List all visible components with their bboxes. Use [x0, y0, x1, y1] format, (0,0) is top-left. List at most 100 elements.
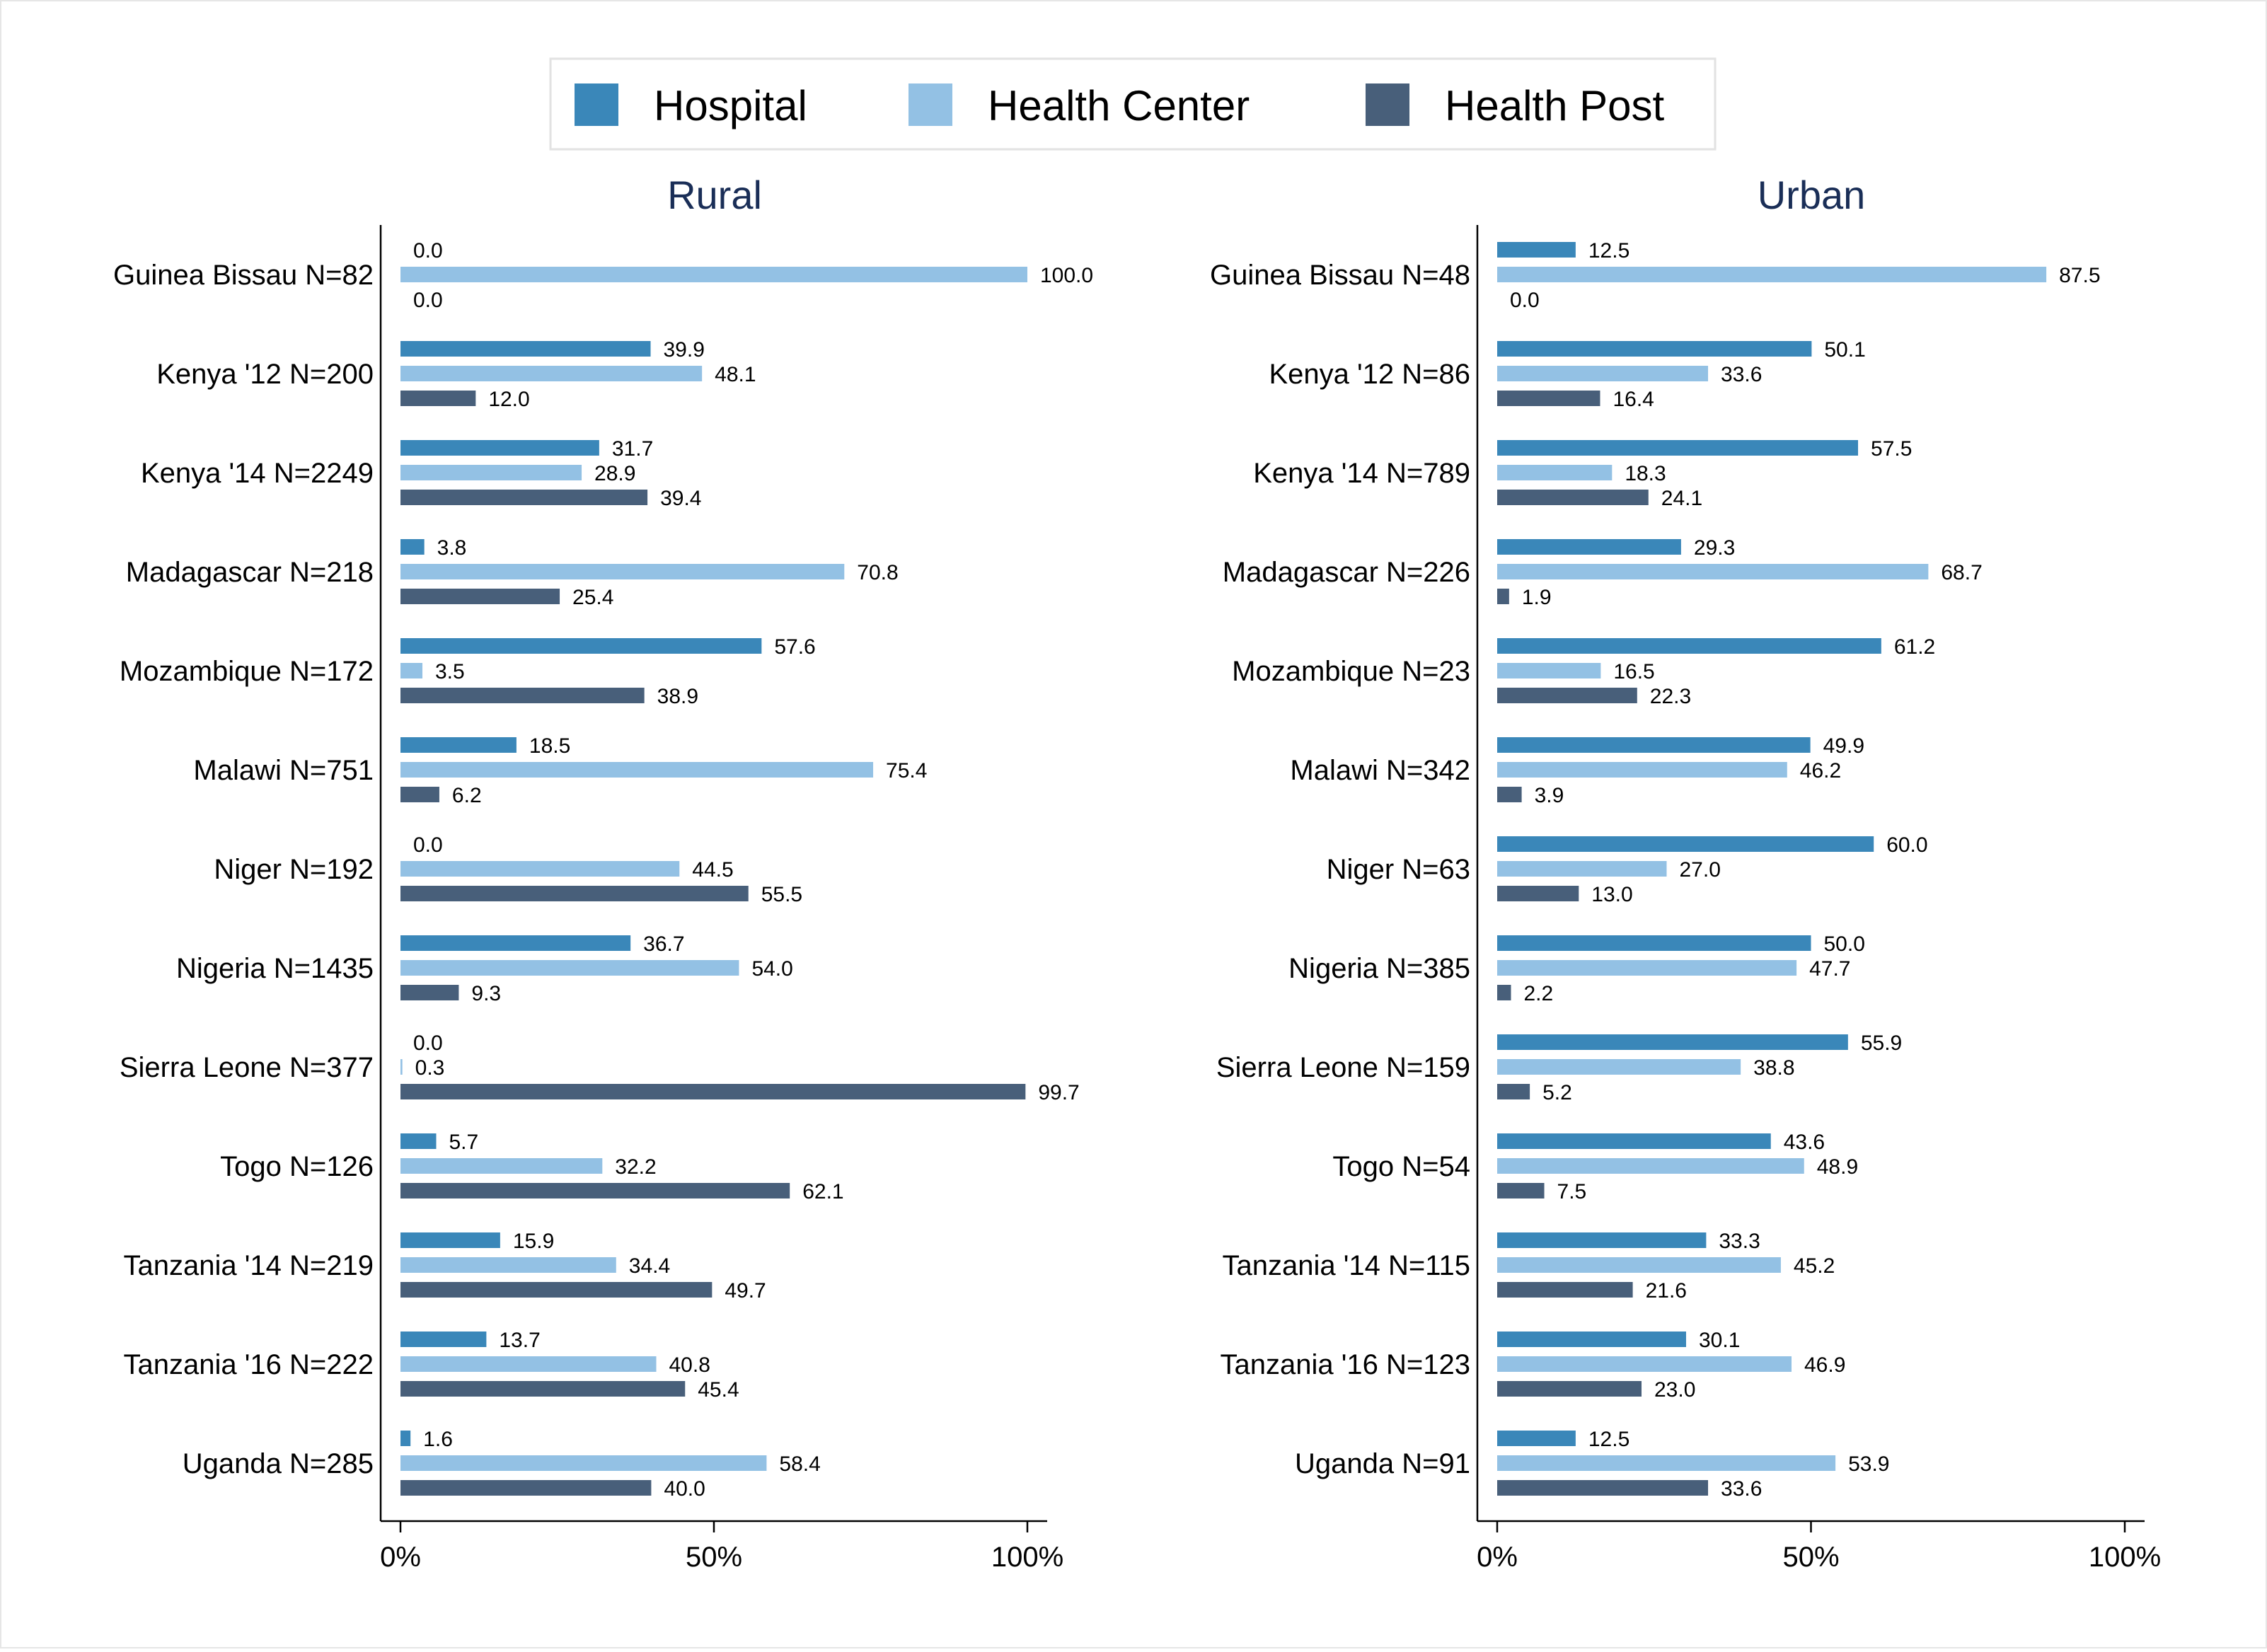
bar-health-post-urban	[1497, 1381, 1642, 1397]
data-label-hospital-urban: 49.9	[1823, 734, 1864, 758]
bar-hospital-urban	[1497, 1431, 1576, 1446]
x-tick-label-rural: 50%	[686, 1542, 742, 1573]
bar-health-center-urban	[1497, 564, 1929, 579]
bar-health-post-rural	[400, 1381, 686, 1397]
data-label-health-center-rural: 28.9	[594, 462, 635, 485]
data-label-hospital-rural: 36.7	[643, 932, 684, 956]
data-label-health-post-urban: 21.6	[1646, 1279, 1687, 1302]
data-label-hospital-rural: 1.6	[423, 1428, 453, 1451]
data-label-health-post-rural: 62.1	[802, 1180, 843, 1203]
bar-hospital-rural	[400, 1431, 411, 1446]
data-label-hospital-rural: 5.7	[449, 1131, 479, 1154]
bar-health-center-rural	[400, 465, 582, 480]
data-label-health-post-rural: 55.5	[761, 883, 802, 906]
bar-hospital-urban	[1497, 638, 1881, 654]
data-label-health-post-rural: 6.2	[452, 784, 482, 807]
legend-label-hospital: Hospital	[654, 82, 807, 129]
bar-health-center-rural	[400, 1257, 616, 1273]
data-label-health-post-urban: 23.0	[1654, 1378, 1695, 1402]
data-label-health-post-rural: 99.7	[1038, 1081, 1079, 1104]
category-label-urban: Mozambique N=23	[1232, 656, 1470, 687]
data-label-health-post-rural: 12.0	[488, 388, 529, 411]
panel-urban: Urban 0% 50% 100% Guinea Bissau N=48 12.5 87.…	[1210, 173, 2161, 1573]
data-label-hospital-urban: 60.0	[1886, 833, 1927, 857]
bar-health-post-rural	[400, 886, 749, 901]
bar-hospital-rural	[400, 341, 651, 357]
data-label-hospital-rural: 0.0	[413, 239, 443, 262]
bar-health-post-rural	[400, 391, 476, 406]
category-label-rural: Kenya '12 N=200	[156, 359, 374, 390]
data-label-health-center-rural: 32.2	[615, 1155, 656, 1179]
bar-health-post-urban	[1497, 1084, 1530, 1099]
bar-health-post-rural	[400, 1282, 713, 1298]
bar-hospital-rural	[400, 737, 517, 753]
data-label-health-post-urban: 1.9	[1522, 586, 1552, 609]
bar-health-center-rural	[400, 1158, 603, 1174]
bar-health-post-rural	[400, 490, 648, 505]
bar-hospital-urban	[1497, 1332, 1686, 1347]
data-label-health-center-urban: 46.2	[1800, 759, 1841, 782]
data-label-health-center-rural: 70.8	[857, 561, 898, 584]
bar-hospital-rural	[400, 1332, 487, 1347]
bar-health-center-urban	[1497, 1257, 1781, 1273]
category-label-rural: Uganda N=285	[183, 1448, 374, 1479]
data-label-health-post-urban: 33.6	[1721, 1477, 1762, 1501]
data-label-hospital-urban: 61.2	[1894, 635, 1935, 659]
data-label-health-post-urban: 3.9	[1535, 784, 1564, 807]
bar-health-post-urban	[1497, 1282, 1633, 1298]
bar-health-post-rural	[400, 985, 459, 1000]
category-label-rural: Madagascar N=218	[126, 557, 374, 588]
data-label-hospital-urban: 50.0	[1824, 932, 1865, 956]
data-label-health-post-urban: 16.4	[1613, 388, 1654, 411]
data-label-health-center-urban: 68.7	[1941, 561, 1982, 584]
data-label-health-center-urban: 33.6	[1721, 363, 1762, 386]
x-tick-label-rural: 0%	[380, 1542, 421, 1573]
category-label-urban: Malawi N=342	[1290, 755, 1470, 786]
bar-hospital-urban	[1497, 836, 1874, 852]
bar-health-post-urban	[1497, 886, 1579, 901]
category-label-rural: Niger N=192	[214, 854, 374, 885]
data-label-health-post-rural: 9.3	[471, 982, 501, 1005]
data-label-health-center-urban: 27.0	[1679, 858, 1720, 882]
category-label-urban: Togo N=54	[1332, 1151, 1470, 1182]
bar-health-center-rural	[400, 1455, 767, 1471]
legend-swatch-health-post	[1366, 83, 1409, 126]
data-label-health-center-rural: 54.0	[751, 957, 792, 981]
data-label-health-center-urban: 47.7	[1809, 957, 1850, 981]
category-label-rural: Tanzania '14 N=219	[124, 1250, 374, 1281]
x-tick-label-urban: 0%	[1477, 1542, 1518, 1573]
bar-health-center-urban	[1497, 960, 1797, 976]
category-label-urban: Nigeria N=385	[1288, 953, 1470, 984]
bar-health-post-rural	[400, 688, 645, 703]
legend-swatch-hospital	[575, 83, 618, 126]
legend-label-health-post: Health Post	[1445, 82, 1664, 129]
data-label-hospital-urban: 33.3	[1719, 1230, 1760, 1253]
bar-health-post-urban	[1497, 985, 1511, 1000]
legend-label-health-center: Health Center	[988, 82, 1250, 129]
data-label-health-center-urban: 53.9	[1848, 1452, 1889, 1476]
panel-title-urban: Urban	[1758, 173, 1866, 217]
category-label-rural: Tanzania '16 N=222	[124, 1349, 374, 1380]
data-label-hospital-urban: 12.5	[1588, 1428, 1629, 1451]
bar-health-post-urban	[1497, 490, 1649, 505]
category-label-urban: Tanzania '16 N=123	[1221, 1349, 1470, 1380]
bar-hospital-rural	[400, 539, 425, 555]
bar-health-center-urban	[1497, 663, 1601, 678]
category-label-rural: Kenya '14 N=2249	[141, 458, 374, 489]
bar-hospital-urban	[1497, 242, 1576, 258]
data-label-health-post-urban: 24.1	[1661, 487, 1702, 510]
bar-health-center-urban	[1497, 465, 1613, 480]
bar-health-center-rural	[400, 1356, 657, 1372]
bar-health-post-urban	[1497, 1183, 1545, 1198]
data-label-health-center-urban: 46.9	[1804, 1353, 1845, 1377]
bar-health-center-urban	[1497, 1158, 1804, 1174]
data-label-health-post-urban: 5.2	[1542, 1081, 1572, 1104]
bar-hospital-urban	[1497, 737, 1811, 753]
data-label-health-post-rural: 40.0	[664, 1477, 705, 1501]
data-label-health-center-urban: 45.2	[1794, 1254, 1835, 1278]
category-label-rural: Malawi N=751	[193, 755, 374, 786]
bar-health-post-rural	[400, 787, 439, 802]
bar-hospital-urban	[1497, 1034, 1848, 1050]
panel-title-rural: Rural	[667, 173, 762, 217]
